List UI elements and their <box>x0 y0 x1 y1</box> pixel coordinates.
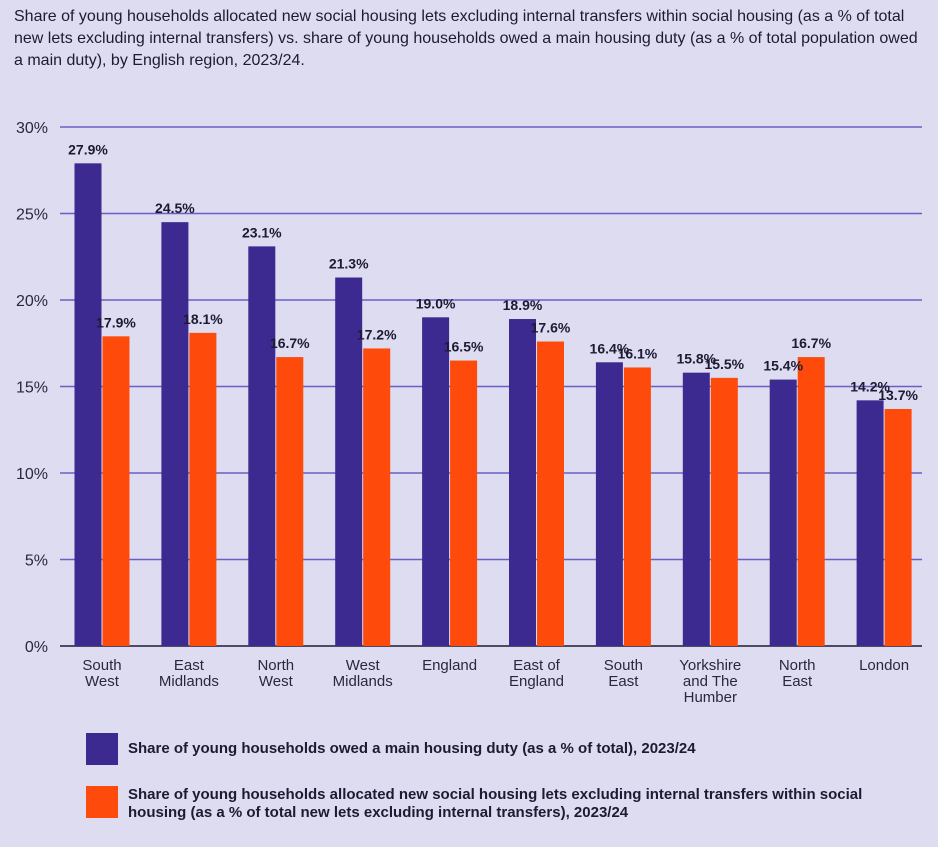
data-label-lets: 17.6% <box>531 320 571 336</box>
x-tick-label-line: East of <box>513 657 561 674</box>
y-tick-label: 30% <box>16 120 48 137</box>
data-label-lets: 16.7% <box>791 335 831 351</box>
bar-lets <box>363 348 391 646</box>
bars <box>74 163 912 646</box>
x-tick-label-line: and The <box>683 673 738 690</box>
bar-lets <box>537 341 564 646</box>
bar-duty <box>422 317 450 646</box>
legend-swatch-duty <box>86 733 118 765</box>
x-tick-label-line: Humber <box>684 689 737 706</box>
x-tick-label: South East <box>604 657 643 690</box>
bar-duty <box>248 246 276 646</box>
data-label-duty: 27.9% <box>68 141 108 157</box>
bar-duty <box>595 362 623 646</box>
x-tick-label-line: North <box>257 657 294 674</box>
bar-lets <box>276 357 304 646</box>
x-tick-label-line: North <box>779 657 816 674</box>
data-label-lets: 18.1% <box>183 311 223 327</box>
bar-duty <box>161 222 189 646</box>
bar-duty <box>682 372 710 646</box>
data-label-duty: 15.4% <box>763 358 803 374</box>
bar-lets <box>710 377 738 646</box>
x-tick-label-line: East <box>174 657 205 674</box>
bar-lets <box>797 357 825 646</box>
x-tick-label-line: West <box>259 673 294 690</box>
y-tick-label: 25% <box>16 207 48 224</box>
x-tick-label: South West <box>82 657 121 690</box>
x-tick-label: North West <box>257 657 294 690</box>
bar-lets <box>102 336 130 646</box>
bar-lets <box>623 367 651 646</box>
data-label-lets: 16.1% <box>618 345 658 361</box>
legend-label-lets: Share of young households allocated new … <box>128 786 863 821</box>
x-tick-label: London <box>859 657 909 674</box>
bar-duty <box>335 277 363 646</box>
x-tick-label-line: South <box>604 657 643 674</box>
data-label-duty: 19.0% <box>416 295 456 311</box>
bar-duty <box>769 379 797 646</box>
data-label-duty: 21.3% <box>329 256 369 272</box>
data-label-duty: 18.9% <box>503 297 543 313</box>
legend-swatch-lets <box>86 786 118 818</box>
x-tick-label: England <box>422 657 477 674</box>
data-label-duty: 15.8% <box>676 351 716 367</box>
x-tick-label-line: East <box>782 673 813 690</box>
bar-duty <box>74 163 102 646</box>
data-labels: 27.9% 17.9% 24.5% 18.1% 23.1% 16.7% 21.3% 17.2%… <box>68 141 918 403</box>
x-tick-label: West Midlands <box>333 657 393 690</box>
bar-duty <box>509 319 536 646</box>
x-tick-label: Yorkshire and The Humber <box>679 657 741 706</box>
legend-label-duty: Share of young households owed a main ho… <box>128 740 696 757</box>
x-tick-label-line: East <box>608 673 639 690</box>
x-tick-label-line: England <box>422 657 477 674</box>
x-tick-label: East of England <box>509 657 564 690</box>
x-tick-label-line: South <box>82 657 121 674</box>
chart-title: Share of young households allocated new … <box>14 8 918 69</box>
bar-lets <box>189 332 217 646</box>
legend-item-lets: Share of young households allocated new … <box>86 786 888 822</box>
y-tick-label: 10% <box>16 466 48 483</box>
y-tick-label: 0% <box>25 639 48 656</box>
x-tick-label-line: Midlands <box>333 673 393 690</box>
data-label-lets: 16.7% <box>270 335 310 351</box>
x-tick-label-line: West <box>346 657 381 674</box>
data-label-duty: 16.4% <box>590 340 630 356</box>
x-tick-label-line: Yorkshire <box>679 657 741 674</box>
x-tick-label-line: Midlands <box>159 673 219 690</box>
data-label-duty: 14.2% <box>850 378 890 394</box>
data-label-duty: 23.1% <box>242 224 282 240</box>
data-label-lets: 17.2% <box>357 326 397 342</box>
y-tick-label: 5% <box>25 553 48 570</box>
x-tick-label-line: London <box>859 657 909 674</box>
legend-item-duty: Share of young households owed a main ho… <box>86 733 888 765</box>
x-tick-label: East Midlands <box>159 657 219 690</box>
x-tick-label: North East <box>779 657 816 690</box>
data-label-lets: 15.5% <box>704 356 744 372</box>
data-label-lets: 16.5% <box>444 339 484 355</box>
y-tick-label: 20% <box>16 293 48 310</box>
bar-lets <box>884 408 912 646</box>
y-axis: 0% 5% 10% 15% 20% 25% 30% <box>16 120 48 656</box>
data-label-lets: 13.7% <box>878 387 918 403</box>
data-label-duty: 24.5% <box>155 200 195 216</box>
x-tick-label-line: England <box>509 673 564 690</box>
x-tick-label-line: West <box>85 673 120 690</box>
bar-duty <box>856 400 884 646</box>
bar-lets <box>450 360 478 646</box>
y-tick-label: 15% <box>16 380 48 397</box>
data-label-lets: 17.9% <box>96 314 136 330</box>
